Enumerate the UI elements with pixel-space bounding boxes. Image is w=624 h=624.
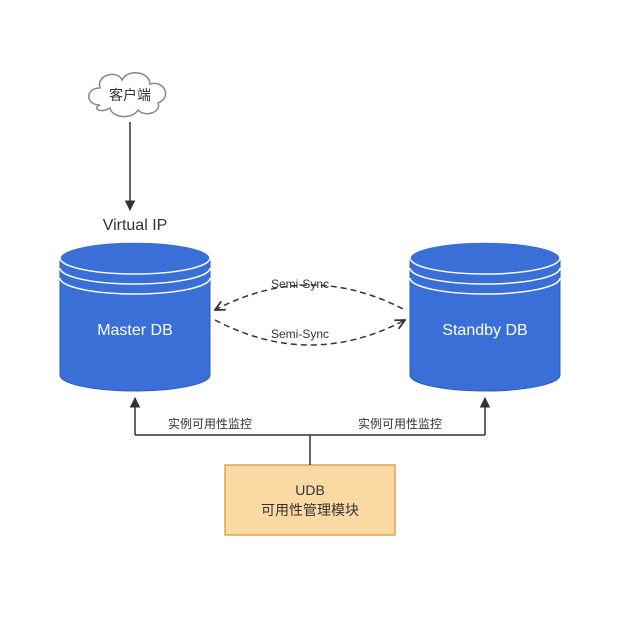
client-label: 客户端 — [109, 87, 151, 103]
udb-module: UDB 可用性管理模块 — [225, 465, 395, 535]
monitor-right-label: 实例可用性监控 — [358, 416, 442, 431]
udb-connectors — [135, 398, 485, 465]
master-db: Master DB — [60, 242, 210, 391]
semi-sync-top-label: Semi-Sync — [271, 277, 329, 291]
virtual-ip-label: Virtual IP — [103, 217, 168, 234]
standby-db-label: Standby DB — [442, 322, 527, 339]
udb-line1: UDB — [295, 482, 325, 498]
master-db-label: Master DB — [97, 322, 173, 339]
standby-db: Standby DB — [410, 242, 560, 391]
udb-line2: 可用性管理模块 — [261, 502, 359, 518]
client-cloud: 客户端 — [89, 73, 166, 117]
monitor-left-label: 实例可用性监控 — [168, 416, 252, 431]
semi-sync-bottom-label: Semi-Sync — [271, 327, 329, 341]
